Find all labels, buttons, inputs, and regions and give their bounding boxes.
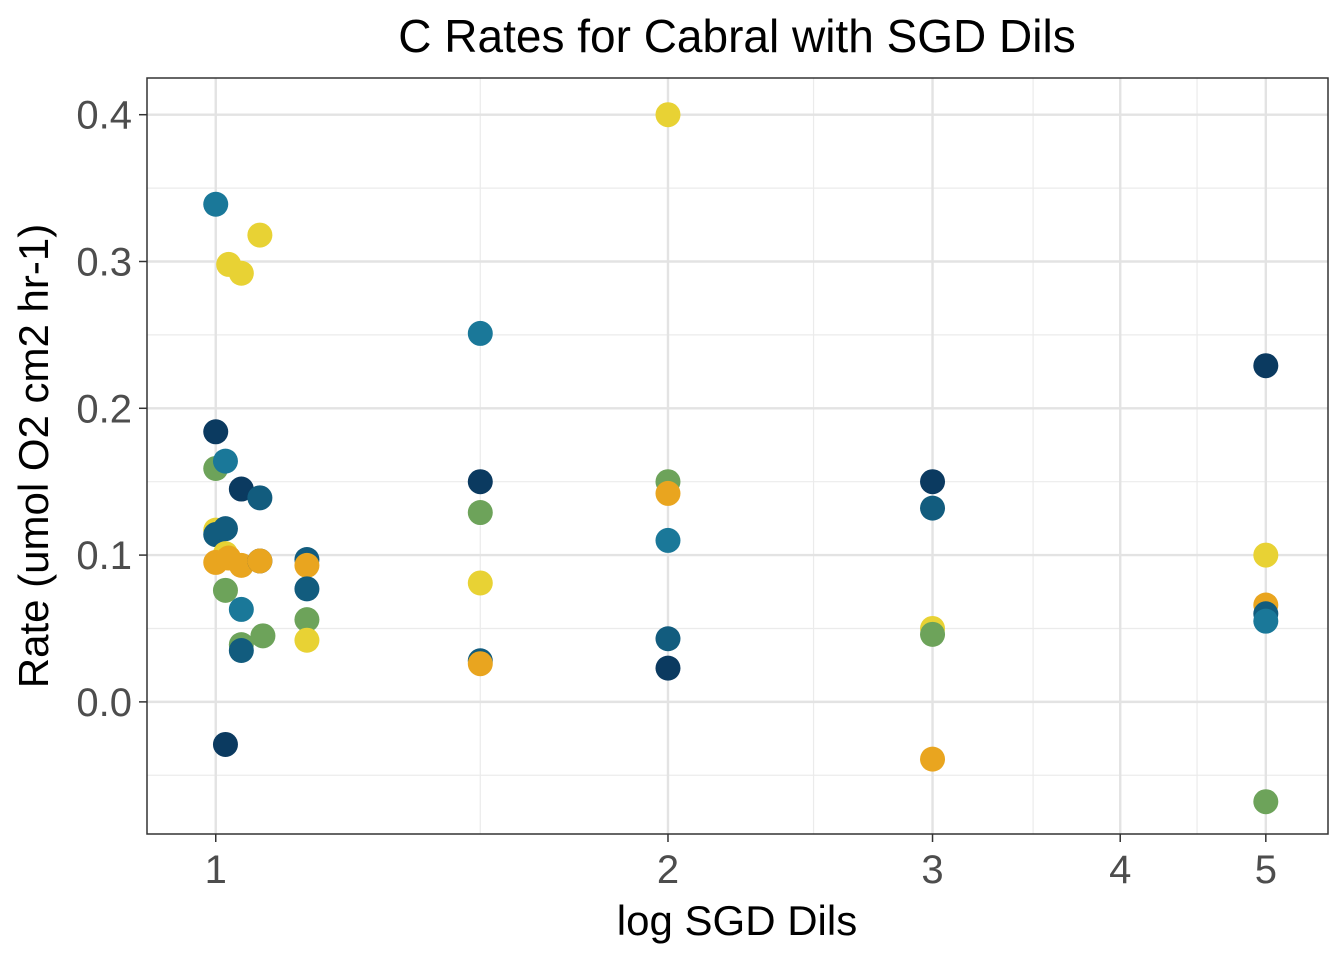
data-point <box>294 627 320 653</box>
data-point <box>228 260 254 286</box>
data-point <box>203 191 229 217</box>
x-tick-labels: 1 2 3 4 5 <box>205 848 1277 892</box>
data-point <box>920 746 946 772</box>
x-axis-title: log SGD Dils <box>617 897 857 944</box>
y-tick-label: 0.2 <box>76 387 132 431</box>
data-point <box>467 320 493 346</box>
data-point <box>212 516 238 542</box>
data-point <box>467 469 493 495</box>
chart-title: C Rates for Cabral with SGD Dils <box>398 10 1075 62</box>
y-axis-title: Rate (umol O2 cm2 hr-1) <box>10 224 57 688</box>
x-tick-label: 3 <box>921 848 943 892</box>
data-point <box>920 621 946 647</box>
y-tick-label: 0.1 <box>76 534 132 578</box>
data-point <box>1253 542 1279 568</box>
data-point <box>247 485 273 511</box>
data-point <box>203 419 229 445</box>
data-point <box>247 548 273 574</box>
data-point <box>294 576 320 602</box>
data-point <box>212 577 238 603</box>
data-point <box>1253 608 1279 634</box>
data-point <box>467 651 493 677</box>
data-point <box>228 476 254 502</box>
x-tick-label: 4 <box>1109 848 1131 892</box>
x-tick-label: 5 <box>1255 848 1277 892</box>
y-tick-labels: 0.0 0.1 0.2 0.3 0.4 <box>76 94 132 725</box>
data-point <box>294 607 320 633</box>
data-point <box>250 623 276 649</box>
data-point <box>655 626 681 652</box>
data-point <box>247 222 273 248</box>
axis-ticks <box>139 113 1267 842</box>
data-point <box>228 596 254 622</box>
data-point <box>1253 353 1279 379</box>
data-point <box>655 655 681 681</box>
panel-background <box>147 78 1328 834</box>
y-tick-label: 0.3 <box>76 240 132 284</box>
data-point <box>294 552 320 578</box>
data-point <box>228 638 254 664</box>
data-point <box>655 480 681 506</box>
gridlines <box>147 78 1328 834</box>
plot-frame <box>146 77 1329 835</box>
data-points <box>203 102 1279 815</box>
x-tick-label: 2 <box>657 848 679 892</box>
x-tick-label: 1 <box>205 848 227 892</box>
data-point <box>655 102 681 128</box>
data-point <box>920 469 946 495</box>
y-tick-label: 0.0 <box>76 681 132 725</box>
data-point <box>467 500 493 526</box>
data-point <box>920 495 946 521</box>
data-point <box>1253 789 1279 815</box>
data-point <box>655 527 681 553</box>
plot-panel <box>147 78 1328 834</box>
y-tick-label: 0.4 <box>76 94 132 138</box>
data-point <box>212 448 238 474</box>
data-point <box>467 570 493 596</box>
data-point <box>212 731 238 757</box>
panel-border <box>146 77 1329 835</box>
